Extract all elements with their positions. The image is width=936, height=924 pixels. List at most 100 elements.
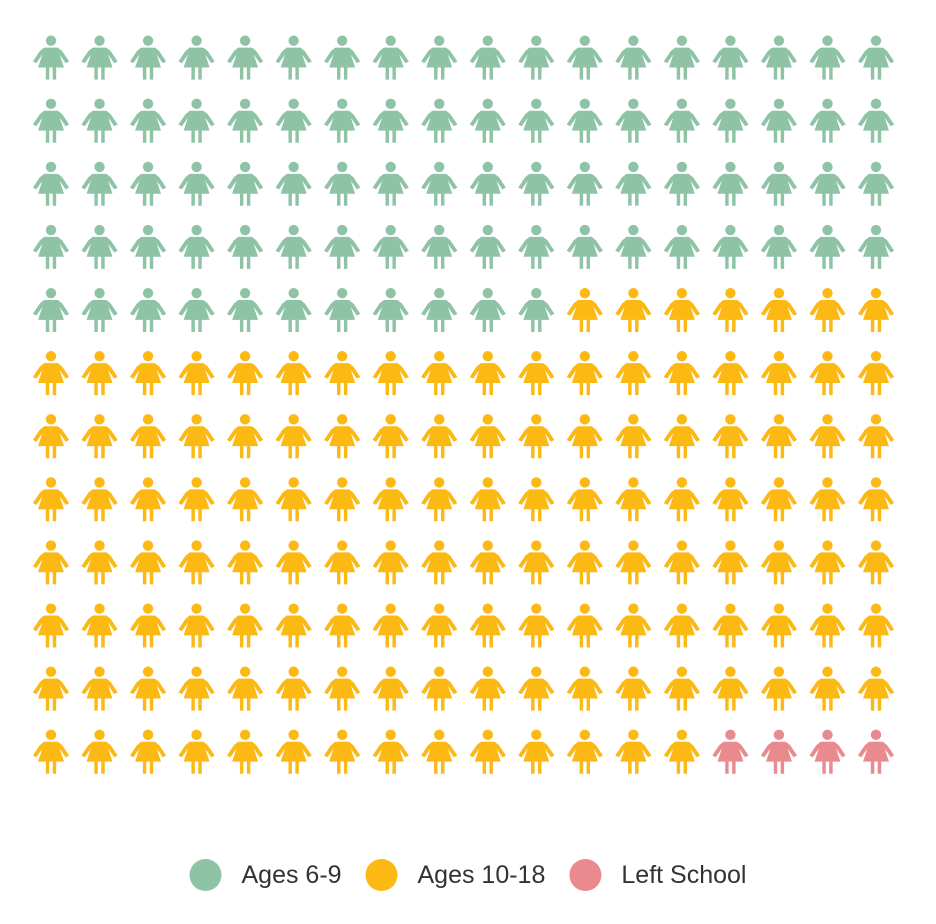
girl-icon [566, 161, 603, 206]
girl-icon [226, 414, 264, 459]
girl-icon [469, 35, 506, 80]
girl-icon [518, 98, 555, 143]
girl-icon [324, 351, 361, 396]
legend-label: Left School [621, 861, 746, 889]
girl-icon [518, 161, 555, 206]
girl-icon [857, 224, 895, 269]
girl-icon [663, 98, 701, 143]
legend-item: Left School [569, 859, 746, 891]
girl-icon [32, 161, 70, 206]
girl-icon [275, 98, 312, 143]
girl-icon [129, 666, 167, 711]
girl-icon [663, 603, 701, 648]
girl-icon [615, 161, 652, 206]
girl-icon [857, 35, 895, 80]
girl-icon [760, 414, 798, 459]
icon-grid [32, 35, 895, 774]
girl-icon [32, 729, 70, 774]
girl-icon [275, 35, 312, 80]
girl-icon [275, 666, 312, 711]
girl-icon [469, 729, 506, 774]
girl-icon [129, 414, 167, 459]
girl-icon [372, 98, 409, 143]
girl-icon [324, 540, 361, 585]
girl-icon [129, 729, 167, 774]
girl-icon [712, 351, 749, 396]
girl-icon [421, 540, 458, 585]
girl-icon [372, 477, 409, 522]
girl-icon [129, 161, 167, 206]
girl-icon [372, 351, 409, 396]
girl-icon [421, 603, 458, 648]
girl-icon [372, 224, 409, 269]
girl-icon [32, 35, 70, 80]
girl-icon [615, 351, 652, 396]
girl-icon [615, 224, 652, 269]
girl-icon [372, 729, 409, 774]
girl-icon [178, 98, 215, 143]
girl-icon [226, 666, 264, 711]
girl-icon [663, 729, 701, 774]
girl-icon [178, 351, 215, 396]
girl-icon [324, 729, 361, 774]
legend-swatch [569, 859, 602, 891]
girl-icon [81, 224, 118, 269]
girl-icon [809, 414, 846, 459]
girl-icon [226, 351, 264, 396]
girl-icon [760, 161, 798, 206]
girl-icon [178, 477, 215, 522]
girl-icon [324, 666, 361, 711]
girl-icon [615, 603, 652, 648]
girl-icon [809, 35, 846, 80]
girl-icon [809, 351, 846, 396]
girl-icon [566, 224, 603, 269]
girl-icon [324, 35, 361, 80]
girl-icon [857, 666, 895, 711]
girl-icon [32, 287, 70, 332]
girl-icon [760, 351, 798, 396]
girl-icon [469, 98, 506, 143]
girl-icon [421, 224, 458, 269]
girl-icon [178, 729, 215, 774]
girl-icon [857, 540, 895, 585]
girl-icon [275, 414, 312, 459]
girl-icon [421, 414, 458, 459]
girl-icon [81, 287, 118, 332]
girl-icon [226, 35, 264, 80]
girl-icon [712, 603, 749, 648]
girl-icon [615, 35, 652, 80]
girl-icon [81, 161, 118, 206]
girl-icon [857, 351, 895, 396]
girl-icon [712, 98, 749, 143]
girl-icon [615, 477, 652, 522]
girl-icon [275, 540, 312, 585]
girl-icon [469, 224, 506, 269]
girl-icon [81, 35, 118, 80]
girl-icon [372, 287, 409, 332]
girl-icon [615, 666, 652, 711]
girl-icon [32, 666, 70, 711]
girl-icon [129, 540, 167, 585]
girl-icon [760, 224, 798, 269]
girl-icon [226, 477, 264, 522]
legend-item: Ages 6-9 [189, 859, 342, 891]
girl-icon [566, 603, 603, 648]
girl-icon [372, 603, 409, 648]
girl-icon [275, 161, 312, 206]
girl-icon [421, 666, 458, 711]
girl-icon [226, 224, 264, 269]
girl-icon [324, 224, 361, 269]
girl-icon [809, 224, 846, 269]
girl-icon [518, 414, 555, 459]
girl-icon [469, 666, 506, 711]
girl-icon [809, 98, 846, 143]
girl-icon [518, 35, 555, 80]
girl-icon [178, 161, 215, 206]
girl-icon [809, 603, 846, 648]
girl-icon [178, 666, 215, 711]
girl-icon [275, 729, 312, 774]
girl-icon [712, 224, 749, 269]
girl-icon [663, 540, 701, 585]
girl-icon [129, 98, 167, 143]
girl-icon [809, 287, 846, 332]
